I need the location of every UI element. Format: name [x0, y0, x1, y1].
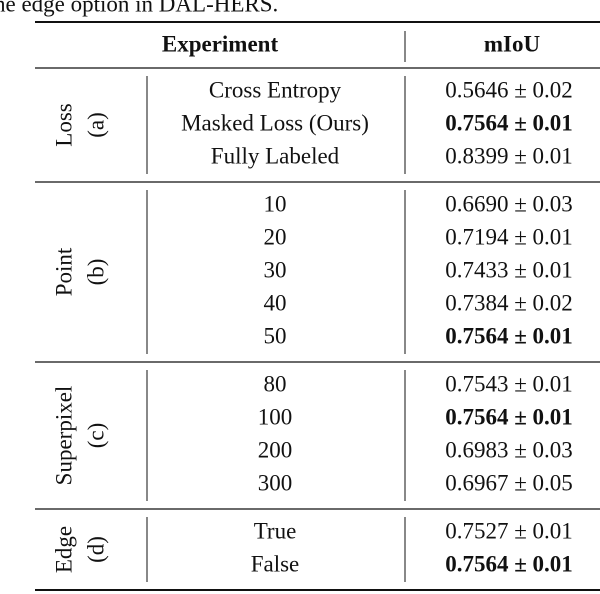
experiment-cell: 80 — [264, 371, 287, 396]
miou-cell: 0.7527 ± 0.01 — [445, 518, 573, 543]
miou-cell: 0.7384 ± 0.02 — [445, 290, 573, 315]
header-miou: mIoU — [484, 31, 541, 56]
miou-cell: 0.7564 ± 0.01 — [445, 110, 573, 135]
miou-cell: 0.7564 ± 0.01 — [445, 323, 573, 348]
experiment-cell: 40 — [264, 290, 287, 315]
miou-cell: 0.6983 ± 0.03 — [445, 437, 573, 462]
experiment-cell: True — [254, 518, 297, 543]
experiment-cell: 100 — [258, 404, 293, 429]
group-label: Loss — [51, 103, 76, 147]
experiment-cell: 20 — [264, 224, 287, 249]
experiment-cell: Fully Labeled — [211, 143, 340, 168]
experiment-cell: 10 — [264, 191, 287, 216]
miou-cell: 0.7433 ± 0.01 — [445, 257, 573, 282]
miou-cell: 0.8399 ± 0.01 — [445, 143, 573, 168]
miou-cell: 0.7564 ± 0.01 — [445, 404, 573, 429]
experiment-cell: 50 — [264, 323, 287, 348]
header-experiment: Experiment — [162, 31, 279, 56]
group-sublabel: (a) — [83, 112, 108, 138]
miou-cell: 0.7194 ± 0.01 — [445, 224, 573, 249]
experiment-cell: Masked Loss (Ours) — [181, 110, 369, 135]
group-label: Edge — [51, 526, 76, 573]
group-sublabel: (c) — [83, 423, 108, 449]
miou-cell: 0.7564 ± 0.01 — [445, 551, 573, 576]
group-sublabel: (b) — [83, 259, 108, 286]
group-sublabel: (d) — [83, 536, 108, 563]
group-label: Superpixel — [51, 386, 76, 486]
group-label: Point — [51, 247, 76, 296]
experiment-cell: Cross Entropy — [209, 77, 342, 102]
miou-cell: 0.6690 ± 0.03 — [445, 191, 573, 216]
experiment-cell: 30 — [264, 257, 287, 282]
miou-cell: 0.6967 ± 0.05 — [445, 470, 573, 495]
caption: he edge option in DAL-HERS. — [0, 0, 278, 16]
experiment-cell: False — [251, 551, 300, 576]
miou-cell: 0.5646 ± 0.02 — [445, 77, 573, 102]
miou-cell: 0.7543 ± 0.01 — [445, 371, 573, 396]
experiment-cell: 200 — [258, 437, 293, 462]
experiment-cell: 300 — [258, 470, 293, 495]
